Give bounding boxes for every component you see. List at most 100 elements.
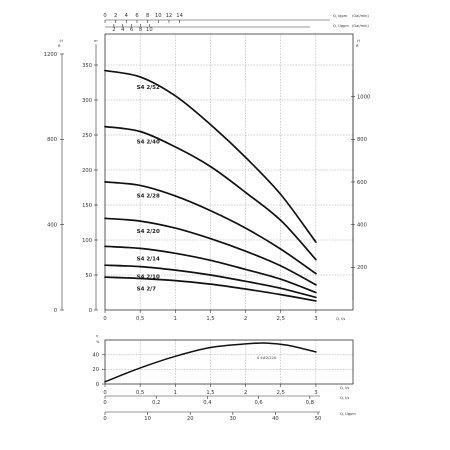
efficiency-y-ticks: 0 20 40 — [92, 353, 105, 388]
efficiency-y-tick-label: 0 — [96, 382, 99, 388]
bottom-scale-2-tick-label: 0 — [103, 400, 106, 406]
bottom-scale-2-tick-label: 0,8 — [306, 400, 314, 406]
left-axes: 04008001200160020002400280032003600 0501… — [44, 39, 98, 314]
igpm-unit: Q, Igpm — [333, 14, 348, 18]
head-x-tick-label: 0 — [103, 316, 106, 322]
head-curves — [104, 69, 317, 302]
efficiency-unit: % — [96, 340, 100, 344]
top-axes: 0 2 4 6 8 10 12 14 2 4 6 8 10 Q, Igpm (Gal/min) Q, … — [103, 13, 369, 33]
igpm-tick-label: 14 — [176, 13, 183, 19]
igpm-tick-label: 10 — [155, 13, 162, 19]
ugpm-ticks: 2 4 6 8 10 — [112, 24, 153, 33]
m-left-tick-label: 50 — [85, 273, 92, 279]
ft-left-ticks: 04008001200160020002400280032003600 — [44, 52, 64, 314]
igpm-tick-label: 0 — [103, 13, 106, 19]
efficiency-x-tick-label: 2,5 — [277, 390, 285, 396]
m-left-unit: m — [94, 39, 98, 43]
m-left-ticks: 0 50 100 150 200 250 300 350 — [82, 63, 98, 314]
ft-right-tick-label: 600 — [357, 180, 367, 186]
ft-left-tick-label: 400 — [47, 222, 57, 228]
bottom-scale-2-tick-label: 0,4 — [203, 400, 212, 406]
bottom-scale-2-tick-label: 0,6 — [254, 400, 262, 406]
m-left-tick-label: 100 — [82, 238, 92, 244]
efficiency-curve-line — [104, 342, 317, 383]
head-x-tick-label: 1,5 — [206, 316, 214, 322]
m-left-tick-label: 300 — [82, 98, 92, 104]
head-curve-label: S4 2/14 — [137, 256, 160, 262]
head-chart: S4 2/52 S4 2/40 S4 2/28 S4 2/20 S4 2/14 S4 2/… — [104, 33, 354, 311]
m-left-tick-label: 250 — [82, 133, 92, 139]
ft-left-tick-label: 0 — [54, 308, 57, 314]
efficiency-x-tick-label: 3 — [314, 390, 317, 396]
bottom-scale-3-tick-label: 40 — [272, 416, 279, 422]
head-curve-s4-2-40 — [104, 125, 317, 261]
ugpm-tick-label: 2 — [112, 27, 115, 33]
efficiency-x-ticks: 0 0,5 1 1,5 2 2,5 3 — [103, 384, 318, 396]
efficiency-x-tick-label: 2 — [244, 390, 247, 396]
ft-right-tick-label: 800 — [357, 137, 367, 143]
bottom-scale-3-tick-label: 30 — [229, 416, 236, 422]
efficiency-chart: 0 20 40 η % S 4#2/22A — [92, 334, 354, 388]
head-x-tick-label: 1 — [174, 316, 177, 322]
head-curve-s4-2-10 — [104, 264, 317, 299]
head-curve-label: S4 2/28 — [137, 193, 160, 199]
efficiency-unit-extra: η — [96, 334, 98, 338]
efficiency-y-tick-label: 40 — [92, 353, 99, 359]
efficiency-curve — [104, 342, 317, 383]
head-x-axis: 0 0,5 1 1,5 2 2,5 3 Q, l/s — [103, 310, 345, 322]
head-x-unit: Q, l/s — [336, 317, 345, 321]
head-curve-s4-2-14 — [104, 245, 317, 294]
bottom-scale-3-tick-label: 10 — [144, 416, 151, 422]
bottom-scale-3-ticks: 0 10 20 30 40 50 — [103, 412, 321, 422]
efficiency-plot-frame — [104, 339, 354, 385]
bottom-scale-3-tick-label: 50 — [315, 416, 322, 422]
head-curve-label: S4 2/10 — [137, 275, 160, 281]
ft-right-tick-label: 1000 — [357, 94, 370, 100]
efficiency-x-axes: 0 0,5 1 1,5 2 2,5 3 0 0,2 0,4 0,6 0,8 0 10 20 30 40 50 … — [103, 384, 356, 422]
ft-left-unit-extra: H — [60, 39, 63, 43]
ugpm-unit-extra: (Gal/min) — [352, 24, 369, 28]
efficiency-x-tick-label: 1 — [174, 390, 177, 396]
igpm-tick-label: 12 — [166, 13, 173, 19]
head-x-ticks: 0 0,5 1 1,5 2 2,5 3 — [103, 310, 318, 322]
igpm-tick-label: 8 — [146, 13, 149, 19]
efficiency-x-tick-label: 1,5 — [206, 390, 214, 396]
igpm-tick-label: 4 — [125, 13, 129, 19]
igpm-tick-label: 6 — [135, 13, 138, 19]
m-left-tick-label: 350 — [82, 63, 92, 69]
head-curve-label: S4 2/20 — [137, 229, 160, 235]
head-x-tick-label: 2,5 — [277, 316, 285, 322]
bottom-scale-2-ticks: 0 0,2 0,4 0,6 0,8 — [103, 396, 314, 406]
head-curve-label: S4 2/7 — [137, 287, 157, 293]
ft-left-unit: ft — [58, 44, 61, 48]
igpm-tick-label: 2 — [114, 13, 117, 19]
igpm-ticks: 0 2 4 6 8 10 12 14 — [103, 13, 184, 23]
head-curve-s4-2-52 — [104, 69, 317, 243]
efficiency-x-tick-label: 0 — [103, 390, 106, 396]
efficiency-y-tick-label: 20 — [92, 367, 99, 373]
head-x-tick-label: 3 — [314, 316, 317, 322]
bottom-scale-2-tick-label: 0,2 — [152, 400, 160, 406]
head-curve-s4-2-20 — [104, 217, 317, 286]
bottom-scale-3-tick-label: 20 — [187, 416, 194, 422]
ft-right-unit: ft — [356, 44, 359, 48]
head-curve-labels: S4 2/52 S4 2/40 S4 2/28 S4 2/20 S4 2/14 S4 2/… — [137, 85, 160, 293]
m-left-tick-label: 0 — [89, 308, 92, 314]
head-x-tick-label: 2 — [244, 316, 247, 322]
ft-right-unit-extra: H — [357, 39, 360, 43]
ft-right-tick-label: 400 — [357, 222, 367, 228]
head-curve-label: S4 2/52 — [137, 85, 160, 91]
ugpm-tick-label: 10 — [146, 27, 153, 33]
head-grid — [105, 34, 353, 310]
head-x-tick-label: 0,5 — [136, 316, 144, 322]
m-left-tick-label: 200 — [82, 168, 92, 174]
efficiency-x-tick-label: 0,5 — [136, 390, 144, 396]
efficiency-x-unit-2: Q, l/s — [340, 396, 349, 400]
head-curve-s4-2-28 — [104, 181, 317, 275]
ft-right-ticks: 200 400 600 800 1000 — [351, 94, 370, 271]
ft-left-tick-label: 1200 — [44, 52, 57, 58]
efficiency-x-unit-1: Q, l/s — [340, 386, 349, 390]
efficiency-grid — [105, 340, 353, 384]
m-left-tick-label: 150 — [82, 203, 92, 209]
